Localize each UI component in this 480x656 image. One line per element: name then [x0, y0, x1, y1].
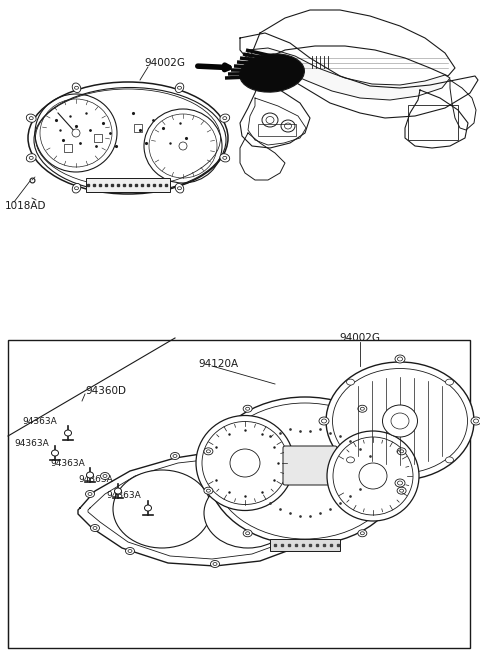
Text: 94363A: 94363A	[14, 440, 49, 449]
Ellipse shape	[303, 527, 312, 533]
Ellipse shape	[113, 470, 211, 548]
Polygon shape	[240, 80, 310, 148]
Ellipse shape	[196, 415, 294, 510]
Ellipse shape	[125, 548, 134, 554]
Text: 94363A: 94363A	[22, 417, 57, 426]
Ellipse shape	[207, 397, 403, 545]
Ellipse shape	[100, 472, 109, 480]
FancyBboxPatch shape	[283, 446, 337, 485]
Text: 1018AD: 1018AD	[5, 201, 47, 211]
Ellipse shape	[72, 184, 81, 193]
Ellipse shape	[308, 497, 316, 504]
Ellipse shape	[358, 530, 367, 537]
Ellipse shape	[144, 505, 152, 511]
Ellipse shape	[85, 491, 95, 497]
Ellipse shape	[26, 154, 36, 162]
Ellipse shape	[64, 430, 72, 436]
Bar	[408, 105, 458, 140]
Text: 94363A: 94363A	[78, 476, 113, 485]
Text: 94360D: 94360D	[85, 386, 126, 396]
Polygon shape	[248, 10, 455, 76]
Ellipse shape	[51, 450, 59, 456]
Ellipse shape	[347, 379, 355, 385]
Bar	[64, 144, 72, 152]
Polygon shape	[450, 80, 476, 130]
Ellipse shape	[286, 543, 295, 550]
Ellipse shape	[445, 457, 454, 463]
Ellipse shape	[26, 114, 36, 122]
Ellipse shape	[220, 154, 230, 162]
Bar	[134, 124, 142, 132]
Text: 94363A: 94363A	[106, 491, 141, 501]
Text: 94002G: 94002G	[339, 333, 381, 343]
Ellipse shape	[383, 405, 418, 437]
Bar	[270, 539, 340, 551]
Ellipse shape	[204, 487, 213, 494]
Ellipse shape	[240, 54, 304, 92]
Ellipse shape	[230, 449, 260, 477]
Polygon shape	[78, 451, 322, 566]
Ellipse shape	[359, 463, 387, 489]
Polygon shape	[248, 48, 450, 100]
Polygon shape	[240, 33, 478, 118]
Ellipse shape	[211, 560, 219, 567]
Bar	[94, 134, 102, 142]
Ellipse shape	[397, 487, 406, 494]
Ellipse shape	[175, 83, 184, 92]
Ellipse shape	[204, 478, 292, 548]
Ellipse shape	[243, 530, 252, 537]
Ellipse shape	[347, 457, 355, 463]
Ellipse shape	[204, 448, 213, 455]
Bar	[86, 178, 170, 192]
Ellipse shape	[395, 355, 405, 363]
Text: 94363A: 94363A	[50, 459, 85, 468]
Ellipse shape	[397, 448, 406, 455]
Ellipse shape	[319, 417, 329, 425]
Ellipse shape	[170, 453, 180, 459]
Ellipse shape	[395, 479, 405, 487]
Ellipse shape	[72, 129, 80, 137]
Ellipse shape	[243, 405, 252, 412]
Text: 94002G: 94002G	[144, 58, 185, 68]
Ellipse shape	[179, 142, 187, 150]
Ellipse shape	[327, 431, 419, 521]
Ellipse shape	[326, 362, 474, 480]
Bar	[258, 124, 296, 136]
Ellipse shape	[115, 488, 121, 494]
Text: 94120A: 94120A	[198, 359, 238, 369]
Ellipse shape	[72, 83, 81, 92]
Ellipse shape	[91, 525, 99, 531]
Polygon shape	[240, 133, 285, 180]
Ellipse shape	[175, 184, 184, 193]
Ellipse shape	[220, 114, 230, 122]
Ellipse shape	[251, 455, 260, 462]
Ellipse shape	[296, 474, 304, 482]
Ellipse shape	[358, 405, 367, 412]
Polygon shape	[405, 90, 468, 148]
Ellipse shape	[471, 417, 480, 425]
Ellipse shape	[86, 472, 94, 478]
Ellipse shape	[445, 379, 454, 385]
